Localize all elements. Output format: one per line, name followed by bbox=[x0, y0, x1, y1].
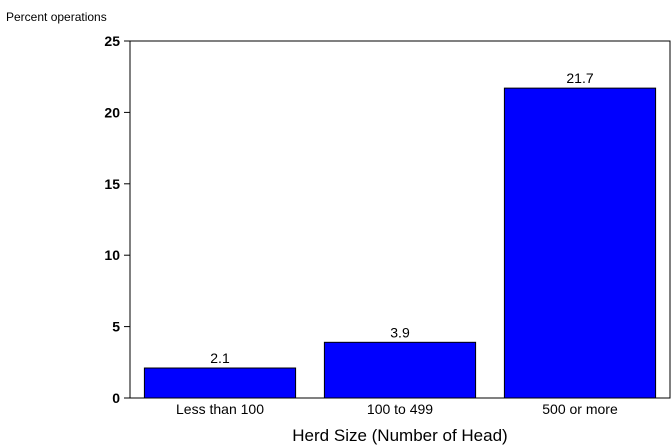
x-tick-label: Less than 100 bbox=[176, 401, 264, 417]
data-label: 21.7 bbox=[566, 70, 593, 86]
y-tick-label: 5 bbox=[112, 319, 120, 335]
y-tick-label: 15 bbox=[104, 176, 120, 192]
y-tick-label: 0 bbox=[112, 390, 120, 406]
data-label: 2.1 bbox=[210, 350, 230, 366]
plot-frame bbox=[129, 40, 671, 399]
data-label: 3.9 bbox=[390, 324, 410, 340]
bar bbox=[503, 87, 657, 399]
x-axis-label: Herd Size (Number of Head) bbox=[292, 426, 507, 445]
data-labels: 2.1 3.9 21.7 bbox=[210, 70, 594, 366]
x-axis-tick-labels: Less than 100 100 to 499 500 or more bbox=[176, 401, 618, 417]
bar bbox=[143, 367, 297, 399]
y-tick-label: 25 bbox=[104, 33, 120, 49]
y-tick-label: 20 bbox=[104, 104, 120, 120]
x-tick-label: 500 or more bbox=[542, 401, 618, 417]
bar bbox=[323, 341, 477, 399]
y-axis-ticks: 0 5 10 15 20 25 bbox=[104, 33, 130, 406]
y-tick-label: 10 bbox=[104, 247, 120, 263]
y-axis-label: Percent operations bbox=[6, 10, 107, 24]
bars bbox=[143, 87, 657, 399]
x-tick-label: 100 to 499 bbox=[367, 401, 433, 417]
